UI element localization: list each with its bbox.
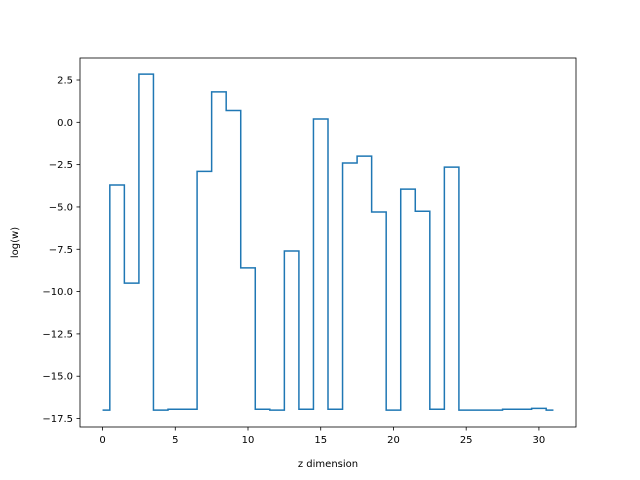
x-tick-label: 0 <box>99 435 105 446</box>
y-tick-label: −10.0 <box>42 287 73 298</box>
y-tick-label: −5.0 <box>49 202 73 213</box>
x-tick-label: 10 <box>242 435 255 446</box>
y-tick-label: −7.5 <box>49 245 73 256</box>
x-tick-label: 20 <box>387 435 400 446</box>
x-tick-label: 30 <box>533 435 546 446</box>
x-tick-label: 5 <box>172 435 178 446</box>
y-tick-label: 0.0 <box>57 118 73 129</box>
y-tick-label: −2.5 <box>49 160 73 171</box>
axes: 0 5 10 15 20 25 30 2.5 0.0 −2.5 −5.0 −7.5 −10.0 −12.5… <box>42 57 577 446</box>
y-tick-label: 2.5 <box>57 76 73 87</box>
x-axis-label: z dimension <box>298 459 358 470</box>
axes-frame <box>79 57 577 428</box>
plot-area <box>102 73 554 411</box>
x-tick-label: 15 <box>314 435 327 446</box>
y-axis-label: log(w) <box>10 227 21 258</box>
x-tick-label: 25 <box>460 435 473 446</box>
series-line-0 <box>102 73 554 411</box>
y-tick-label: −15.0 <box>42 372 73 383</box>
y-tick-label: −12.5 <box>42 329 73 340</box>
y-tick-label: −17.5 <box>42 414 73 425</box>
